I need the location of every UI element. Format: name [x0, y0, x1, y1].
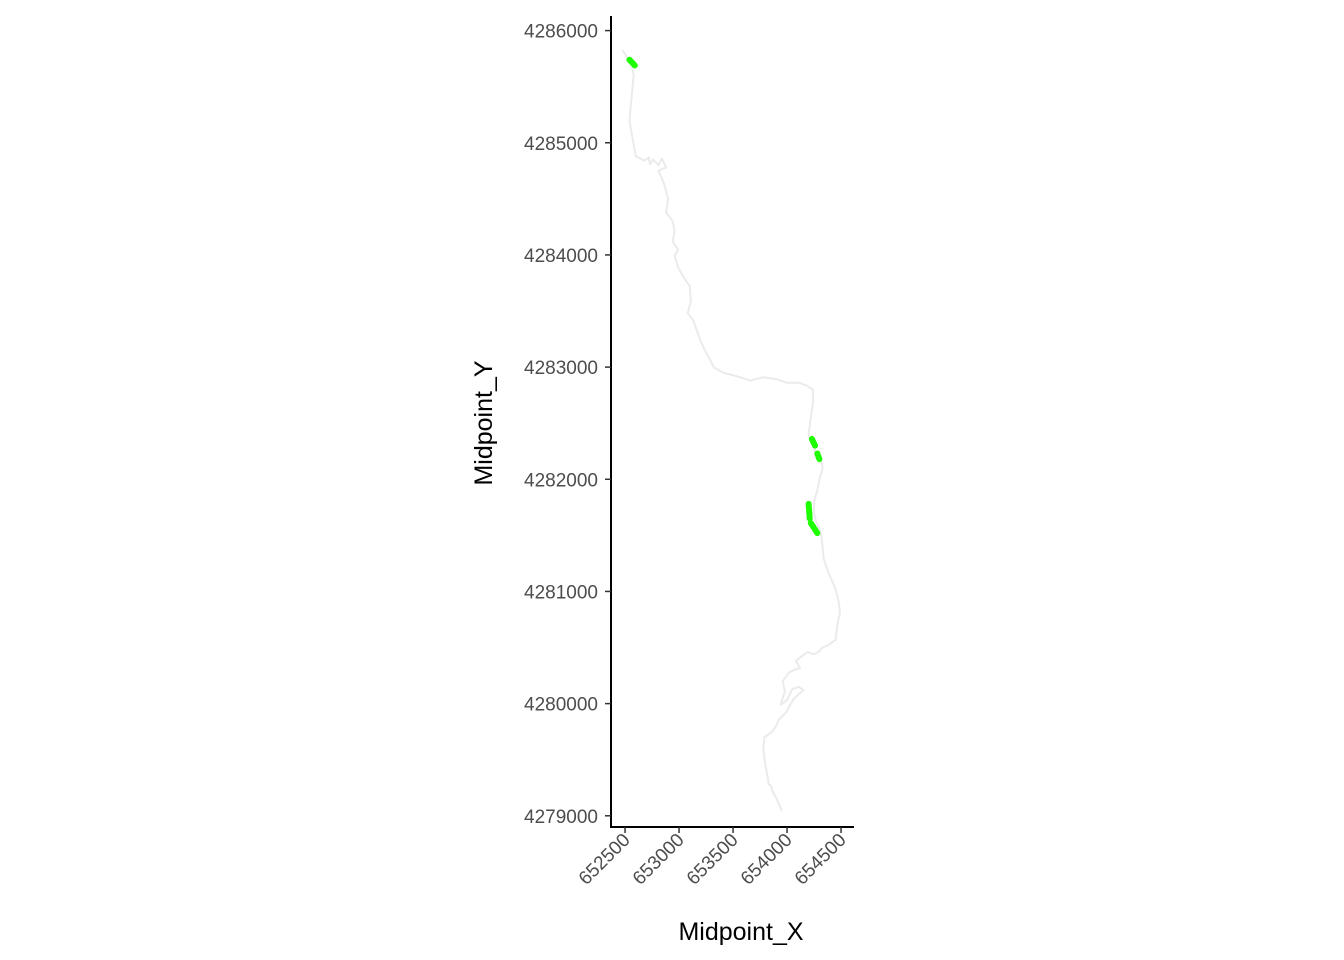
highlight-segment-1	[626, 56, 638, 69]
y-tick-label: 4286000	[524, 22, 598, 43]
ticks-layer: 4279000 4280000 4281000 4282000 4283000 42840…	[524, 22, 851, 890]
y-tick-label: 4284000	[524, 246, 598, 267]
y-tick-label: 4280000	[524, 695, 598, 716]
x-tick-label: 652500	[575, 830, 635, 890]
axes-layer	[610, 16, 854, 828]
x-axis-title: Midpoint_X	[678, 918, 803, 946]
x-tick-label: 653500	[683, 830, 743, 890]
highlight-segment-5	[807, 520, 821, 537]
highlight-segment-2	[808, 435, 819, 449]
y-tick-label: 4283000	[524, 358, 598, 379]
highlight-segment-3	[814, 450, 823, 463]
x-tick-label: 653000	[629, 830, 689, 890]
series-layer	[621, 49, 841, 812]
x-tick-label: 654500	[791, 830, 851, 890]
y-tick-label: 4282000	[524, 470, 598, 491]
x-tick-label: 654000	[737, 830, 797, 890]
y-tick-label: 4279000	[524, 807, 598, 828]
y-tick-label: 4285000	[524, 134, 598, 155]
y-axis-title: Midpoint_Y	[470, 360, 498, 485]
river-line	[621, 49, 841, 812]
y-tick-label: 4281000	[524, 582, 598, 603]
highlight-segment-4	[805, 500, 813, 522]
